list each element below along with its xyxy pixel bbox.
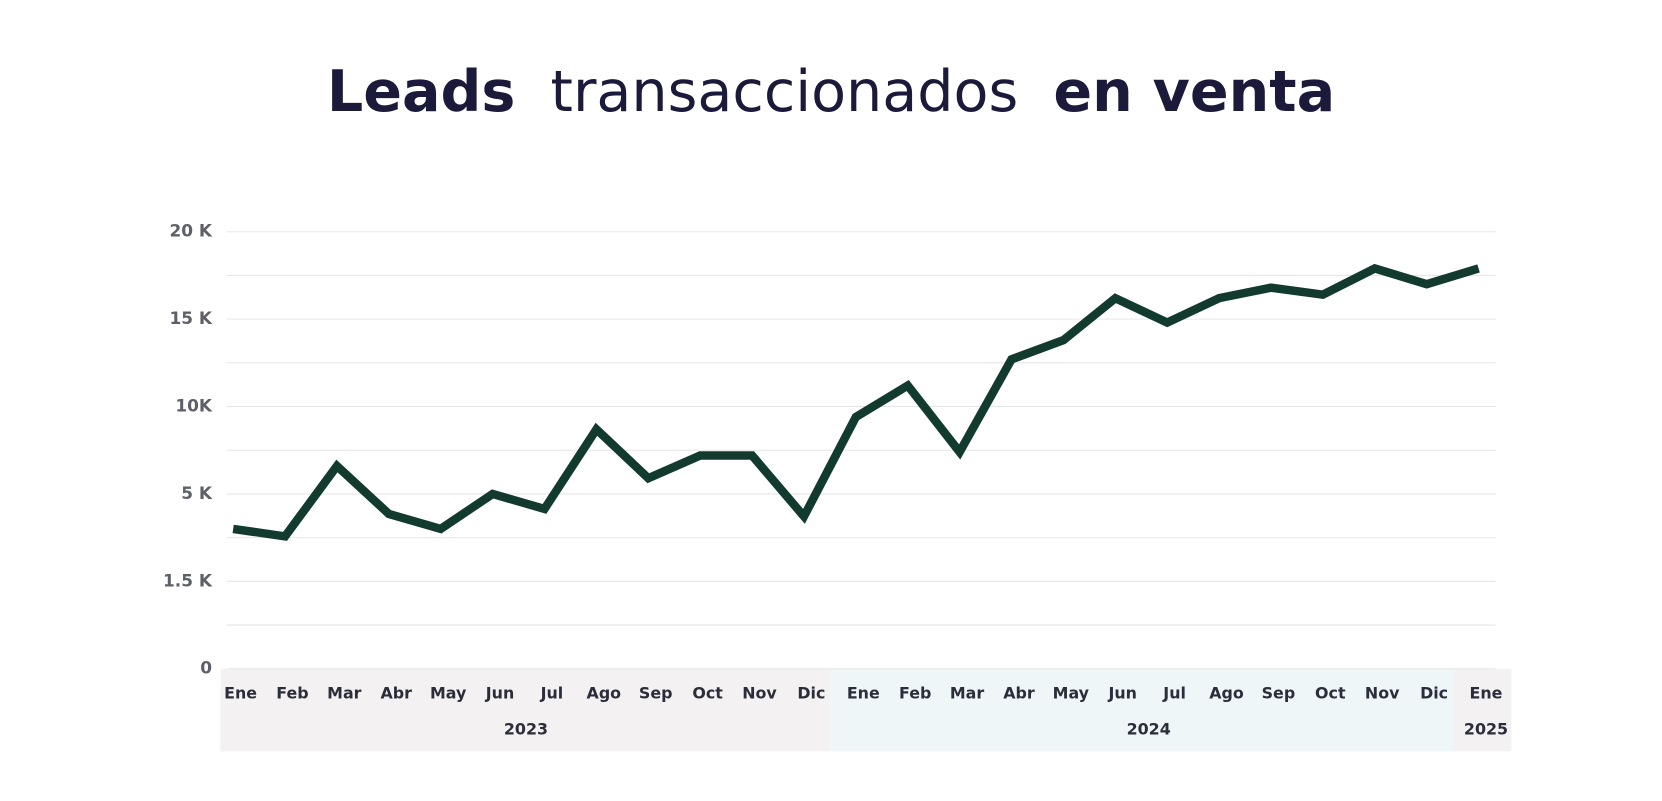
x-tick-label: Oct <box>692 684 723 703</box>
y-tick-label: 0 <box>200 658 212 678</box>
x-tick-label: Abr <box>381 684 413 703</box>
y-tick-label: 1.5 K <box>163 570 213 590</box>
x-tick-label: Jun <box>485 684 514 703</box>
x-tick-label: Abr <box>1003 684 1035 703</box>
y-tick-label: 10K <box>175 396 213 416</box>
x-tick-label: Sep <box>1262 684 1296 703</box>
x-tick-label: Ene <box>1470 684 1503 703</box>
x-tick-label: Nov <box>742 684 777 703</box>
year-label: 2025 <box>1464 720 1508 739</box>
x-tick-label: Jul <box>540 684 564 703</box>
x-tick-label: Feb <box>899 684 931 703</box>
x-tick-label: Ago <box>587 684 622 703</box>
x-tick-label: Nov <box>1365 684 1400 703</box>
y-tick-label: 15 K <box>169 308 212 328</box>
year-band <box>1452 668 1512 752</box>
year-label: 2023 <box>504 720 548 739</box>
x-tick-label: Feb <box>276 684 308 703</box>
x-tick-label: Mar <box>950 684 984 703</box>
x-tick-label: Jul <box>1162 684 1186 703</box>
title-part: transaccionados <box>551 59 1019 125</box>
y-tick-label: 20 K <box>169 221 212 241</box>
year-band <box>220 668 830 752</box>
x-tick-label: May <box>430 684 467 703</box>
x-tick-label: Mar <box>327 684 361 703</box>
data-line <box>232 263 1480 541</box>
x-tick-label: Ene <box>847 684 880 703</box>
x-tick-label: Ene <box>224 684 257 703</box>
year-band <box>829 668 1453 752</box>
year-label: 2024 <box>1127 720 1171 739</box>
x-tick-label: Sep <box>639 684 673 703</box>
title-part: en venta <box>1053 59 1335 125</box>
x-tick-label: Ago <box>1209 684 1244 703</box>
y-tick-label: 5 K <box>181 483 213 503</box>
x-tick-label: May <box>1053 684 1090 703</box>
x-tick-label: Jun <box>1107 684 1136 703</box>
x-tick-label: Dic <box>797 684 825 703</box>
x-tick-label: Dic <box>1420 684 1448 703</box>
chart-title: Leads transaccionados en venta <box>327 59 1335 125</box>
title-part: Leads <box>327 59 516 125</box>
x-tick-label: Oct <box>1315 684 1346 703</box>
